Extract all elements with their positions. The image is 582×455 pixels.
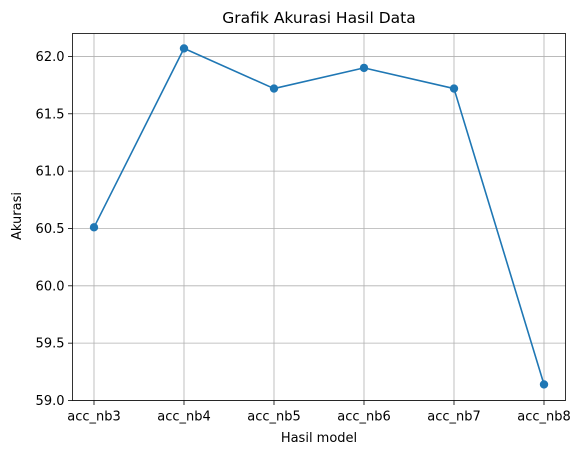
data-point [449,84,459,93]
data-point [269,84,279,93]
y-tick-label: 62.0 [36,50,65,65]
x-axis-label: Hasil model [281,431,357,446]
axes-frame [72,33,566,401]
series-line [93,47,545,385]
grid-lines [72,33,566,401]
chart-title: Grafik Akurasi Hasil Data [222,9,415,27]
y-axis-label: Akurasi [10,192,25,240]
x-tick-label: acc_nb3 [67,410,121,425]
plot-border [72,33,566,401]
x-tick-label: acc_nb4 [157,410,211,425]
data-point [89,223,99,232]
y-tick-label: 59.0 [36,394,65,409]
x-tick-label: acc_nb8 [517,410,571,425]
x-tick-label: acc_nb6 [337,410,391,425]
x-axis-ticks: acc_nb3 acc_nb4 acc_nb5 acc_nb6 acc_nb7 acc_n… [67,400,571,425]
x-tick-label: acc_nb7 [427,410,481,425]
y-tick-label: 60.0 [36,279,65,294]
data-point [179,44,189,53]
data-series [89,44,549,389]
y-axis-ticks: 59.0 59.5 60.0 60.5 61.0 61.5 62.0 [36,50,73,409]
data-point [539,380,549,389]
y-tick-label: 59.5 [36,337,65,352]
y-tick-label: 61.5 [36,107,65,122]
y-tick-label: 61.0 [36,165,65,180]
x-tick-label: acc_nb5 [247,410,301,425]
data-point [359,63,369,73]
y-tick-label: 60.5 [36,222,65,237]
